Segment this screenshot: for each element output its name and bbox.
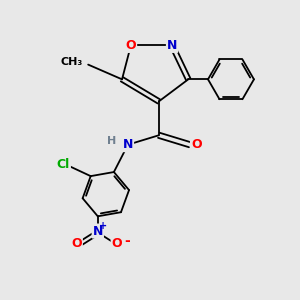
Text: O: O (191, 138, 202, 151)
Text: -: - (124, 234, 130, 248)
Text: H: H (107, 136, 116, 146)
Text: O: O (125, 39, 136, 52)
Text: O: O (112, 237, 122, 250)
Text: N: N (93, 224, 103, 238)
Text: +: + (99, 221, 107, 231)
Text: CH₃: CH₃ (61, 57, 83, 67)
Text: O: O (71, 237, 82, 250)
Text: Cl: Cl (57, 158, 70, 171)
Text: N: N (167, 39, 177, 52)
Text: N: N (123, 138, 133, 151)
